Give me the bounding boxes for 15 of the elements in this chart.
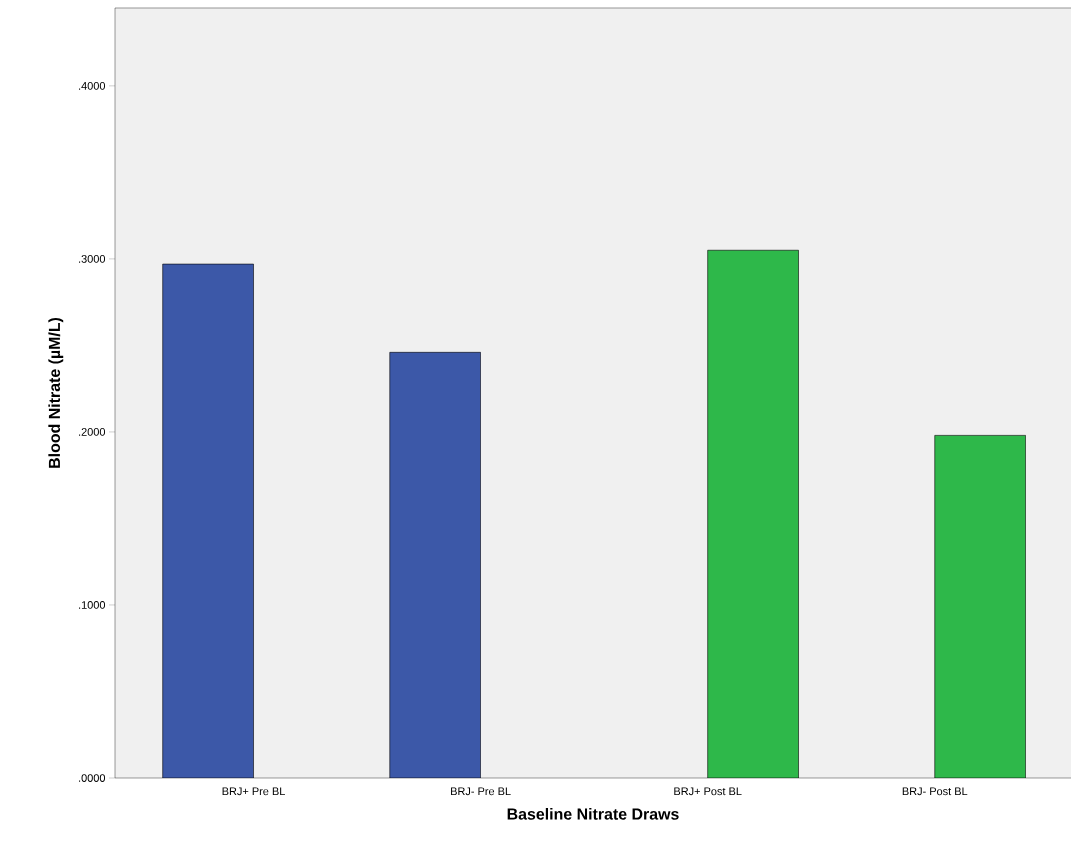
bar [934, 435, 1026, 778]
bar [162, 264, 254, 778]
y-tick-label: .2000 [79, 428, 106, 436]
y-tick-label: .3000 [79, 255, 106, 263]
x-tick-label: BRJ- Post BL [902, 787, 968, 796]
x-tick-label: BRJ+ Post BL [674, 787, 742, 796]
x-tick-label: BRJ+ Pre BL [222, 787, 285, 796]
x-axis-title: Baseline Nitrate Draws [507, 808, 679, 820]
y-tick-label: .1000 [79, 601, 106, 609]
x-tick-label: BRJ- Pre BL [451, 787, 511, 796]
y-tick-label: .4000 [79, 81, 106, 90]
y-axis-title: Blood Nitrate (µM/L) [48, 317, 64, 468]
y-tick-label: .0000 [79, 774, 106, 782]
bar [389, 352, 481, 778]
bar [707, 250, 799, 778]
